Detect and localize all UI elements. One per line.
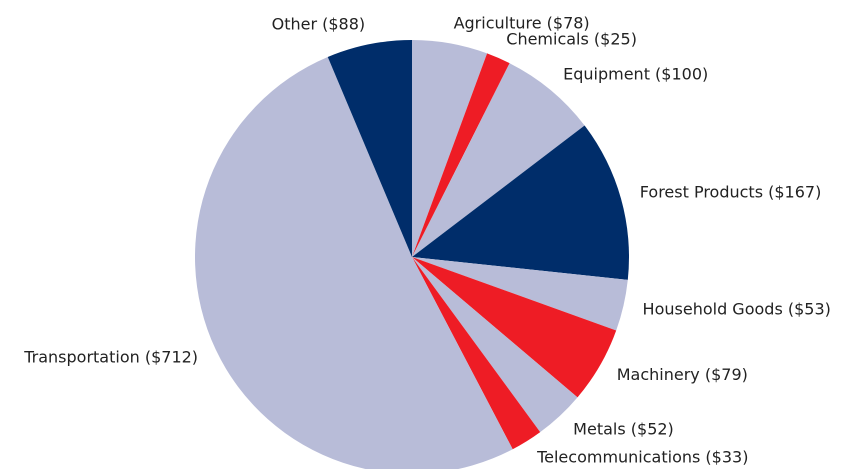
slice-label: Agriculture ($78)	[454, 14, 590, 33]
pie-slice	[412, 53, 510, 258]
slice-label: Chemicals ($25)	[506, 30, 637, 49]
slice-label: Machinery ($79)	[617, 365, 748, 384]
pie-slice	[412, 257, 617, 398]
pie-slice	[412, 63, 585, 258]
slice-label: Telecommunications ($33)	[536, 447, 748, 466]
slice-label: Household Goods ($53)	[643, 299, 831, 318]
pie-slice	[412, 257, 578, 433]
pie-slice	[412, 257, 541, 450]
pie-slice	[412, 40, 488, 257]
pie-slice	[327, 40, 412, 257]
pie-slice	[195, 57, 513, 469]
slice-label: Forest Products ($167)	[640, 183, 822, 202]
slice-label: Equipment ($100)	[563, 65, 708, 84]
pie-slice	[412, 257, 628, 331]
slice-label: Metals ($52)	[573, 420, 674, 439]
slice-label: Transportation ($712)	[23, 347, 198, 366]
pie-slice	[412, 125, 629, 280]
slice-label: Other ($88)	[272, 15, 366, 34]
